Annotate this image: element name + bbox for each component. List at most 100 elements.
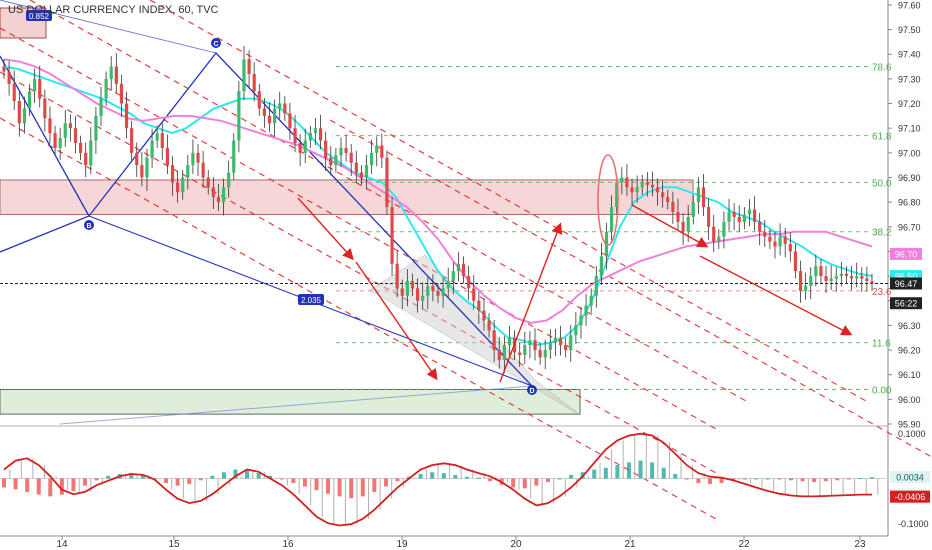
candle-body bbox=[518, 352, 522, 355]
trend-arrow bbox=[631, 204, 709, 248]
histogram-bar bbox=[48, 478, 53, 497]
price-axis-tag: 96.70 bbox=[895, 249, 918, 259]
candle-body bbox=[150, 140, 154, 158]
candle-body bbox=[53, 133, 57, 148]
candle-body bbox=[421, 295, 425, 301]
candle-body bbox=[273, 108, 277, 124]
histogram-bar bbox=[106, 475, 111, 479]
time-tick-label: 22 bbox=[738, 539, 750, 550]
candle-body bbox=[584, 305, 588, 316]
time-tick-label: 23 bbox=[854, 539, 866, 550]
candle-body bbox=[793, 251, 798, 272]
candle-body bbox=[655, 187, 660, 193]
price-tick-label: 96.20 bbox=[898, 346, 921, 356]
candle-body bbox=[400, 288, 404, 296]
candle-body bbox=[63, 123, 67, 139]
histogram-bar bbox=[2, 478, 6, 488]
candle-body bbox=[160, 133, 164, 148]
fib-level-label: 50.0 bbox=[872, 178, 892, 189]
candle-body bbox=[278, 103, 282, 109]
ratio-tag-d: 2.035 bbox=[298, 294, 324, 305]
histogram-bar bbox=[13, 478, 18, 490]
fib-level-label: 23.6 bbox=[872, 287, 892, 298]
point-c-label-text: C bbox=[213, 41, 218, 48]
histogram-bar bbox=[754, 478, 759, 480]
histogram-bar bbox=[71, 478, 76, 492]
symbol-title-text: US DOLLAR CURRENCY INDEX, 60, TVC bbox=[8, 4, 219, 16]
candle-body bbox=[712, 226, 716, 242]
price-tick-label: 97.60 bbox=[898, 0, 921, 10]
point-b-label-text: B bbox=[86, 223, 91, 230]
ratio-tag-a: 0.852 bbox=[26, 10, 52, 21]
pattern-leg-ac bbox=[0, 0, 217, 54]
histogram-bar bbox=[175, 478, 180, 486]
histogram-bar bbox=[858, 478, 863, 480]
histogram-bar bbox=[221, 472, 226, 479]
histogram-bar bbox=[256, 473, 261, 479]
histogram-bar bbox=[210, 475, 215, 479]
candle-body bbox=[104, 78, 108, 99]
fib-level-label: 78.6 bbox=[872, 63, 892, 74]
channel-line bbox=[149, 0, 871, 404]
candle-body bbox=[48, 118, 52, 134]
candle-body bbox=[635, 187, 639, 193]
candle-body bbox=[630, 187, 634, 193]
histogram-bar bbox=[650, 462, 655, 479]
candle-body bbox=[507, 337, 512, 346]
price-tick-label: 97.20 bbox=[898, 99, 921, 109]
histogram-bar bbox=[788, 478, 793, 481]
candle-body bbox=[242, 59, 246, 92]
price-axis-tag: 56:22 bbox=[895, 299, 918, 309]
price-axis-tag: 96.47 bbox=[895, 279, 918, 289]
histogram-bar bbox=[187, 478, 192, 484]
histogram-bar bbox=[534, 478, 539, 486]
price-zones bbox=[0, 7, 694, 415]
macd-line bbox=[3, 432, 872, 527]
trend-arrow bbox=[499, 222, 563, 383]
histogram-bar bbox=[337, 478, 342, 497]
fib-level-label: 0.00 bbox=[872, 385, 892, 396]
time-tick-label: 16 bbox=[282, 539, 294, 550]
fibonacci-levels: 78.6 61.8 50.0 38.2 23.6 11.6 0.00 bbox=[336, 63, 892, 396]
candle-body bbox=[865, 278, 869, 282]
candle-body bbox=[788, 244, 792, 252]
histogram-bar bbox=[94, 478, 99, 481]
histogram-bar bbox=[661, 467, 666, 479]
price-tick-label: 95.90 bbox=[898, 420, 921, 430]
histogram-bar bbox=[233, 469, 238, 479]
candle-body bbox=[773, 241, 777, 247]
histogram-bar bbox=[83, 478, 88, 486]
candle-body bbox=[58, 138, 62, 148]
moving-averages bbox=[0, 58, 888, 347]
point-d-label-text: D bbox=[529, 388, 534, 395]
time-axis: 14 15 16 19 20 21 22 23 bbox=[56, 536, 866, 550]
histogram-bar bbox=[140, 474, 145, 479]
candle-body bbox=[227, 172, 231, 188]
point-b-label: B bbox=[84, 220, 94, 230]
candle-body bbox=[2, 66, 6, 72]
fib-level-label: 38.2 bbox=[872, 228, 892, 239]
candle-body bbox=[191, 152, 195, 166]
histogram-bar bbox=[742, 478, 747, 480]
pattern-base bbox=[59, 385, 533, 425]
candle-body bbox=[620, 177, 624, 183]
candle-body bbox=[752, 209, 757, 222]
channel-line bbox=[29, 0, 751, 404]
candle-body bbox=[558, 337, 563, 346]
time-tick-label: 14 bbox=[56, 539, 68, 550]
candle-body bbox=[140, 165, 144, 178]
histogram-bar bbox=[684, 478, 689, 480]
histogram-bar bbox=[511, 478, 516, 488]
candle-body bbox=[395, 263, 399, 289]
histogram-bar bbox=[395, 478, 400, 482]
price-tick-label: 97.00 bbox=[898, 148, 921, 158]
histogram-bar bbox=[453, 474, 458, 479]
candle-body bbox=[22, 108, 27, 124]
candle-body bbox=[686, 216, 690, 232]
candle-body bbox=[385, 157, 389, 208]
candle-body bbox=[482, 310, 486, 321]
candle-body bbox=[237, 91, 241, 141]
candle-body bbox=[329, 157, 333, 166]
